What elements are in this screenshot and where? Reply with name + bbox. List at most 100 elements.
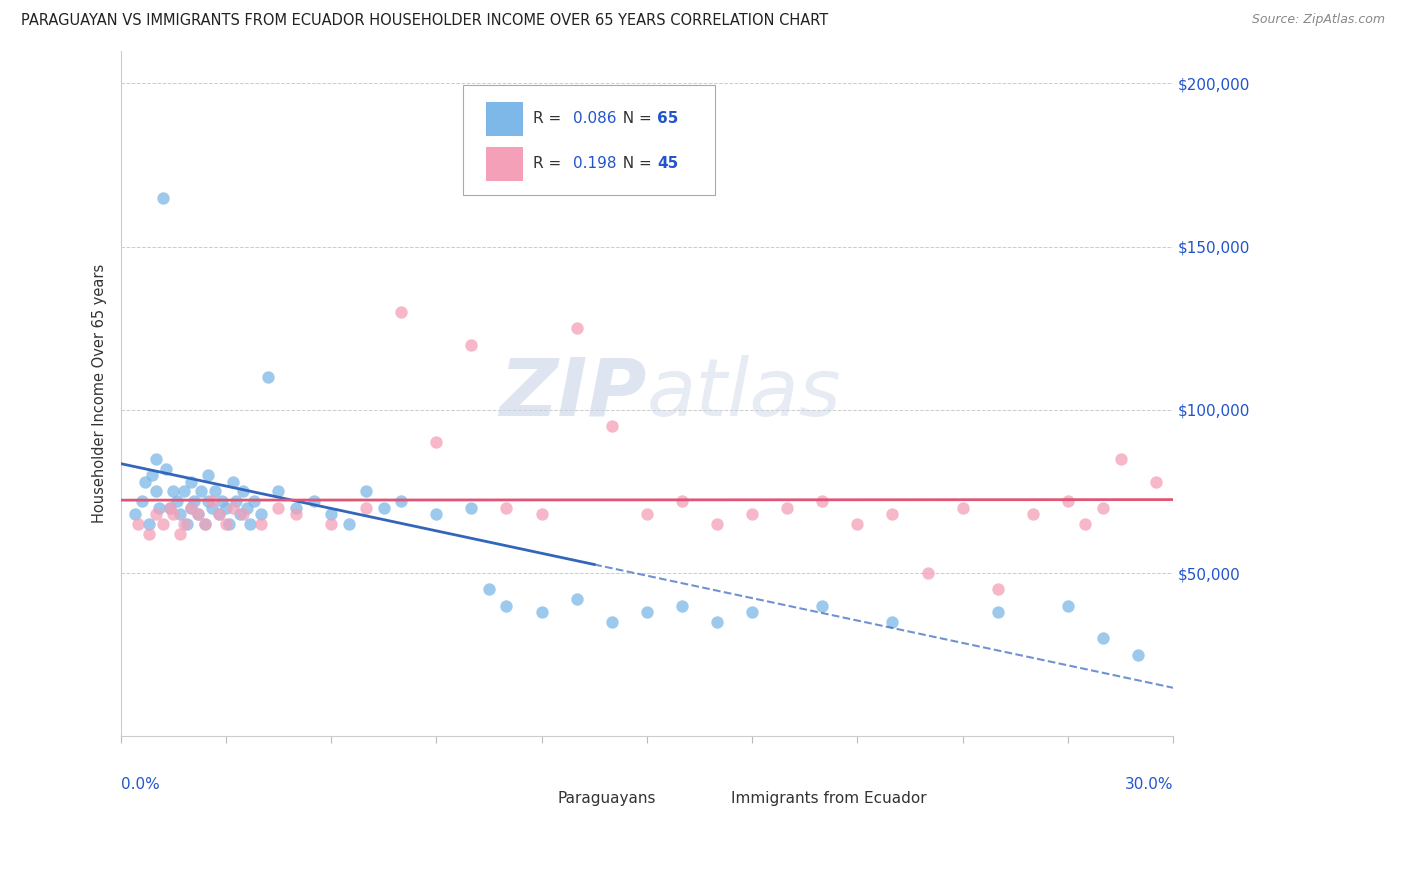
Point bbox=[166, 494, 188, 508]
Point bbox=[389, 305, 412, 319]
Point bbox=[232, 508, 254, 522]
Point bbox=[215, 517, 238, 532]
Point bbox=[1091, 632, 1114, 646]
Point bbox=[194, 517, 217, 532]
Point bbox=[187, 508, 209, 522]
Point bbox=[211, 494, 233, 508]
Point bbox=[319, 517, 342, 532]
Point bbox=[180, 500, 202, 515]
Point bbox=[141, 468, 163, 483]
Point bbox=[285, 508, 308, 522]
Point bbox=[201, 494, 224, 508]
Point bbox=[145, 451, 167, 466]
Point bbox=[776, 500, 799, 515]
Point bbox=[124, 508, 146, 522]
Point bbox=[250, 508, 273, 522]
Point bbox=[706, 517, 728, 532]
Point bbox=[183, 494, 205, 508]
Point bbox=[636, 605, 658, 619]
Point bbox=[478, 582, 501, 597]
Point bbox=[1057, 494, 1080, 508]
Point bbox=[267, 484, 290, 499]
Text: atlas: atlas bbox=[647, 354, 842, 433]
Point bbox=[706, 615, 728, 629]
Bar bbox=[520, 784, 547, 812]
Point bbox=[257, 370, 280, 384]
Point bbox=[1057, 599, 1080, 613]
Point bbox=[987, 605, 1010, 619]
Point bbox=[159, 500, 181, 515]
Point bbox=[811, 494, 834, 508]
Point bbox=[530, 508, 553, 522]
Point bbox=[741, 605, 763, 619]
Point bbox=[194, 517, 217, 532]
Text: 0.086: 0.086 bbox=[574, 112, 617, 126]
Point bbox=[565, 592, 588, 607]
Point bbox=[302, 494, 325, 508]
Point bbox=[180, 475, 202, 489]
Text: N =: N = bbox=[613, 112, 657, 126]
Point bbox=[152, 191, 174, 205]
Point bbox=[145, 484, 167, 499]
Point bbox=[187, 508, 209, 522]
Point bbox=[1091, 500, 1114, 515]
Point bbox=[671, 599, 693, 613]
Point bbox=[159, 500, 181, 515]
Point bbox=[811, 599, 834, 613]
Point bbox=[138, 517, 160, 532]
Point bbox=[208, 508, 231, 522]
FancyBboxPatch shape bbox=[463, 85, 716, 194]
Text: Immigrants from Ecuador: Immigrants from Ecuador bbox=[731, 790, 927, 805]
Point bbox=[1126, 648, 1149, 662]
Bar bbox=[486, 102, 523, 136]
Point bbox=[243, 494, 266, 508]
Point bbox=[389, 494, 412, 508]
Text: R =: R = bbox=[533, 112, 567, 126]
Text: 0.0%: 0.0% bbox=[121, 778, 159, 792]
Point bbox=[565, 321, 588, 335]
Point bbox=[138, 527, 160, 541]
Point bbox=[741, 508, 763, 522]
Y-axis label: Householder Income Over 65 years: Householder Income Over 65 years bbox=[93, 264, 107, 523]
Point bbox=[152, 517, 174, 532]
Point bbox=[197, 468, 219, 483]
Point bbox=[218, 517, 240, 532]
Point bbox=[952, 500, 974, 515]
Point bbox=[530, 605, 553, 619]
Point bbox=[225, 494, 247, 508]
Point bbox=[882, 508, 904, 522]
Point bbox=[460, 500, 482, 515]
Point bbox=[319, 508, 342, 522]
Text: 0.198: 0.198 bbox=[574, 156, 617, 171]
Point bbox=[169, 527, 191, 541]
Point bbox=[425, 508, 447, 522]
Point bbox=[222, 475, 245, 489]
Point bbox=[236, 500, 259, 515]
Point bbox=[1022, 508, 1045, 522]
Point bbox=[354, 484, 377, 499]
Point bbox=[987, 582, 1010, 597]
Point bbox=[232, 484, 254, 499]
Point bbox=[162, 508, 184, 522]
Bar bbox=[695, 784, 720, 812]
Point bbox=[127, 517, 149, 532]
Point bbox=[882, 615, 904, 629]
Point bbox=[337, 517, 360, 532]
Point bbox=[180, 500, 202, 515]
Point bbox=[600, 615, 623, 629]
Point bbox=[148, 500, 170, 515]
Text: ZIP: ZIP bbox=[499, 354, 647, 433]
Point bbox=[208, 508, 231, 522]
Point bbox=[176, 517, 198, 532]
Point bbox=[1074, 517, 1097, 532]
Text: 30.0%: 30.0% bbox=[1125, 778, 1173, 792]
Point bbox=[201, 500, 224, 515]
Point bbox=[460, 337, 482, 351]
Point bbox=[425, 435, 447, 450]
Point bbox=[169, 508, 191, 522]
Point bbox=[636, 508, 658, 522]
Point bbox=[1144, 475, 1167, 489]
Point bbox=[204, 484, 226, 499]
Point bbox=[145, 508, 167, 522]
Point bbox=[671, 494, 693, 508]
